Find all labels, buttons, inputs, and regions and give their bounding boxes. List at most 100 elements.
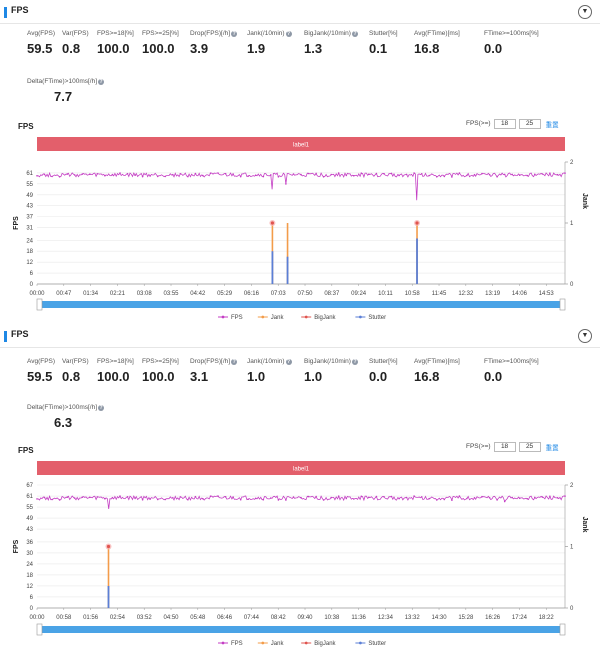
fps-point (285, 183, 287, 185)
fps-point (436, 176, 438, 178)
y-right-tick-label: 0 (570, 606, 574, 612)
fps-point (277, 176, 280, 178)
fps-point (141, 175, 144, 178)
help-icon[interactable]: ? (285, 358, 292, 365)
metric-item: FPS>=18[%] 100.0 (97, 30, 134, 56)
fps-point (398, 174, 400, 177)
fps-threshold-input-1[interactable]: 18 (493, 441, 516, 452)
y-right-tick-label: 1 (570, 221, 574, 227)
reset-link[interactable]: 重置 (545, 121, 559, 129)
fps-threshold-input-1[interactable]: 18 (493, 118, 516, 129)
fps-point (518, 174, 521, 176)
bigjank-marker (106, 544, 111, 549)
fps-point (428, 497, 431, 500)
metric-value: 59.5 (27, 41, 53, 56)
metric-item: Drop(FPS)[/h]? 3.1 (190, 358, 238, 384)
fps-point (473, 173, 476, 176)
help-icon[interactable]: ? (98, 78, 105, 85)
y-tick-label: 24 (26, 238, 33, 244)
x-tick-label: 17:24 (512, 615, 528, 621)
reset-link[interactable]: 重置 (545, 444, 559, 452)
metric-value: 0.8 (62, 41, 81, 56)
fps-point (217, 495, 219, 497)
help-icon[interactable]: ? (351, 358, 358, 365)
fps-point (526, 174, 529, 177)
metric-label-text: Drop(FPS)[/h] (190, 30, 231, 37)
metric-label: FPS>=18[%] (97, 358, 134, 365)
fps-point (172, 497, 174, 499)
y-right-tick-label: 2 (570, 160, 574, 166)
metric-label-text: FTime>=100ms[%] (484, 30, 539, 37)
fps-point (119, 495, 121, 497)
x-tick-label: 07:50 (298, 291, 314, 297)
legend-marker (221, 315, 225, 319)
fps-point (111, 173, 114, 176)
x-tick-label: 14:53 (539, 291, 555, 297)
fps-point (534, 173, 536, 176)
y-tick-label: 18 (26, 573, 33, 579)
metric-label-text: Stutter[%] (369, 358, 398, 365)
label-banner (37, 137, 565, 151)
metric-item: Jank(/10min)? 1.0 (247, 358, 292, 384)
fps-point (81, 496, 84, 498)
fps-point (436, 499, 438, 501)
help-icon[interactable]: ? (231, 358, 238, 365)
x-tick-label: 10:11 (378, 291, 393, 297)
chart-title: FPS (18, 122, 34, 131)
y-tick-label: 67 (26, 483, 33, 489)
collapse-chevron-icon[interactable]: ▼ (578, 329, 592, 343)
fps-point (270, 497, 272, 499)
help-icon[interactable]: ? (351, 30, 358, 37)
fps-point (541, 496, 544, 498)
x-tick-label: 06:16 (244, 291, 260, 297)
metric-label-text: BigJank(/10min) (304, 358, 351, 365)
fps-point (511, 496, 513, 499)
metric-label: Drop(FPS)[/h]? (190, 30, 238, 37)
x-tick-label: 03:08 (137, 291, 153, 297)
fps-point (549, 172, 551, 174)
help-icon[interactable]: ? (285, 30, 292, 37)
fps-point (526, 498, 529, 500)
fps-point (337, 495, 340, 497)
legend-label: FPS (231, 641, 243, 647)
y-tick-label: 6 (30, 271, 34, 277)
fps-point (149, 498, 151, 500)
fps-point (224, 172, 227, 175)
x-tick-label: 08:42 (271, 615, 287, 621)
fps-point (443, 498, 446, 501)
fps-point (511, 173, 513, 176)
metric-value: 100.0 (142, 369, 175, 384)
fps-point (156, 498, 159, 501)
x-tick-label: 07:44 (244, 615, 260, 621)
metric-label-text: Drop(FPS)[/h] (190, 358, 231, 365)
help-icon[interactable]: ? (98, 404, 105, 411)
collapse-chevron-icon[interactable]: ▼ (578, 5, 592, 19)
fps-point (405, 173, 408, 176)
fps-threshold-input-2[interactable]: 25 (518, 118, 541, 129)
help-icon[interactable]: ? (231, 30, 238, 37)
metric-value: 1.3 (304, 41, 323, 56)
y-right-axis-label: Jank (581, 517, 588, 533)
header-accent-bar (4, 7, 7, 18)
legend-label: BigJank (314, 315, 336, 321)
fps-point (36, 498, 38, 500)
zoom-handle-left (36, 298, 43, 311)
x-tick-label: 03:52 (137, 615, 153, 621)
fps-threshold-controls: FPS(>=) 18 25 重置 (466, 118, 559, 129)
metric-item: Var(FPS) 0.8 (62, 358, 89, 384)
fps-point (405, 496, 408, 499)
fps-point (451, 499, 453, 501)
metric-label: Avg(FPS) (27, 30, 55, 37)
metric-label-text: Var(FPS) (62, 30, 89, 37)
metric-label: Avg(FTime)[ms] (414, 358, 460, 365)
fps-point (232, 496, 234, 498)
fps-point (503, 173, 506, 176)
fps-point (126, 172, 129, 175)
fps-point (322, 176, 325, 178)
fps-chart: label10612182430364349556167012FPSJank00… (13, 461, 588, 647)
zoom-handle-right (559, 623, 566, 636)
legend-marker (221, 641, 225, 645)
fps-point (89, 496, 91, 499)
fps-threshold-input-2[interactable]: 25 (518, 441, 541, 452)
metric-value: 1.0 (247, 369, 266, 384)
